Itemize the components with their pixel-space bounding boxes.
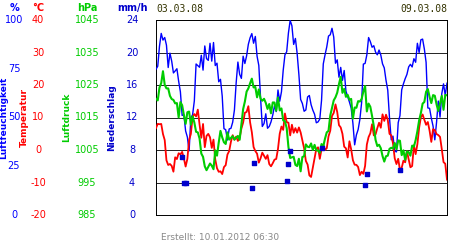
Point: [363, 172, 370, 176]
Text: mm/h: mm/h: [117, 3, 147, 13]
Text: 1025: 1025: [75, 80, 99, 90]
Point: [361, 183, 369, 187]
Text: 16: 16: [126, 80, 138, 90]
Text: 995: 995: [78, 178, 96, 188]
Text: 1035: 1035: [75, 48, 99, 58]
Text: 09.03.08: 09.03.08: [400, 4, 447, 14]
Point: [285, 162, 292, 166]
Text: 0: 0: [11, 210, 17, 220]
Text: Erstellt: 10.01.2012 06:30: Erstellt: 10.01.2012 06:30: [161, 233, 279, 242]
Text: 20: 20: [126, 48, 138, 58]
Text: 1005: 1005: [75, 145, 99, 155]
Text: 12: 12: [126, 112, 138, 122]
Text: -10: -10: [30, 178, 46, 188]
Point: [287, 149, 294, 153]
Text: hPa: hPa: [77, 3, 97, 13]
Point: [283, 180, 290, 184]
Text: Niederschlag: Niederschlag: [108, 84, 117, 151]
Text: 10: 10: [32, 112, 44, 122]
Text: 1015: 1015: [75, 112, 99, 122]
Text: Temperatur: Temperatur: [19, 88, 28, 147]
Point: [250, 161, 257, 165]
Point: [248, 186, 256, 190]
Text: %: %: [9, 3, 19, 13]
Text: 0: 0: [35, 145, 41, 155]
Text: 03.03.08: 03.03.08: [156, 4, 203, 14]
Text: 40: 40: [32, 15, 44, 25]
Text: Luftdruck: Luftdruck: [63, 93, 72, 142]
Text: 25: 25: [8, 161, 20, 171]
Text: °C: °C: [32, 3, 44, 13]
Point: [179, 155, 186, 159]
Text: 24: 24: [126, 15, 138, 25]
Text: 1045: 1045: [75, 15, 99, 25]
Text: 8: 8: [129, 145, 135, 155]
Text: Luftfeuchtigkeit: Luftfeuchtigkeit: [0, 76, 9, 159]
Text: 100: 100: [5, 15, 23, 25]
Text: 0: 0: [129, 210, 135, 220]
Point: [182, 181, 189, 185]
Text: 50: 50: [8, 112, 20, 122]
Text: 4: 4: [129, 178, 135, 188]
Text: 985: 985: [78, 210, 96, 220]
Text: -20: -20: [30, 210, 46, 220]
Point: [396, 168, 404, 172]
Point: [180, 181, 188, 185]
Text: 20: 20: [32, 80, 44, 90]
Text: 30: 30: [32, 48, 44, 58]
Text: 75: 75: [8, 64, 20, 74]
Point: [318, 146, 325, 150]
